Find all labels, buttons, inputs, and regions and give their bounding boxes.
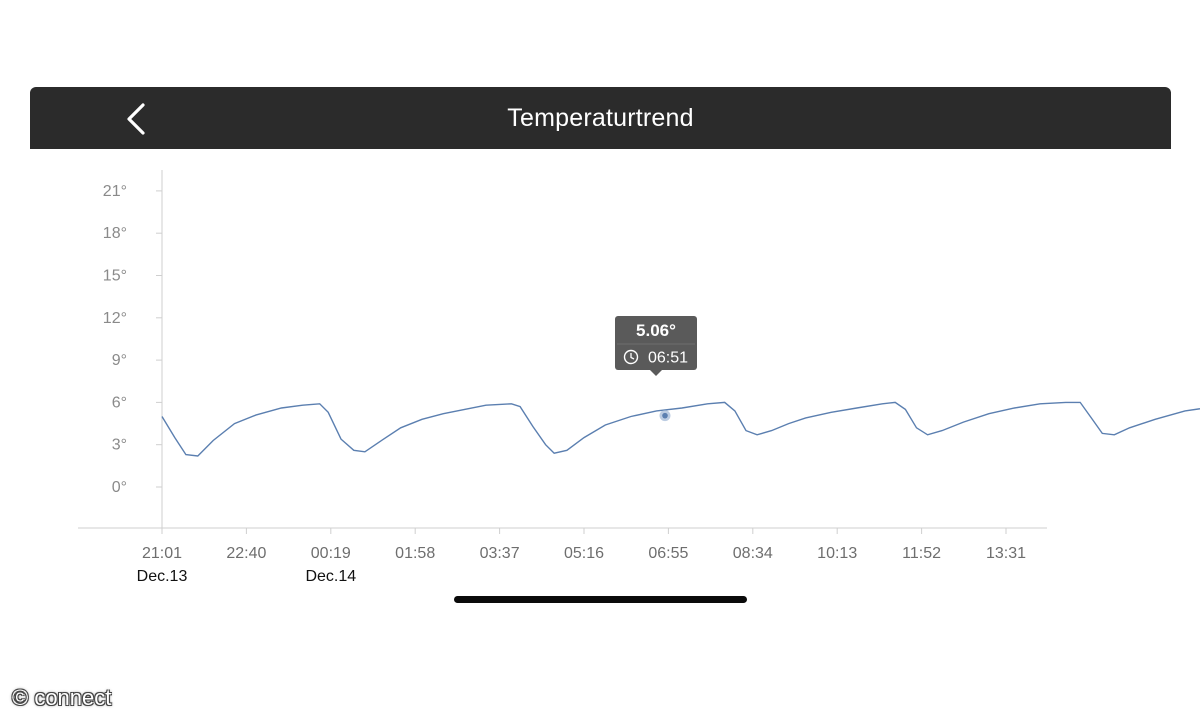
tooltip-value: 5.06° [636,321,676,340]
header-bar: Temperaturtrend [30,87,1171,149]
x-date-label: Dec.14 [305,568,356,585]
y-tick-label: 12° [103,310,127,327]
x-tick-label: 11:52 [902,545,941,562]
chart-axes [78,170,1047,529]
x-tick-label: 01:58 [395,545,435,562]
x-tick-label: 08:34 [733,545,773,562]
series-line [161,401,1200,457]
y-tick-label: 0° [112,479,127,496]
x-tick-label: 00:19 [311,545,351,562]
tooltip: 5.06° 06:51 [615,316,697,376]
chevron-left-icon [127,103,145,135]
x-tick-label: 13:31 [986,545,1026,562]
y-tick-label: 15° [103,268,127,285]
clock-icon [623,349,639,365]
y-axis-ticks: 0° 3° 6° 9° 12° 15° 18° 21° [103,183,162,496]
x-tick-label: 06:55 [648,545,688,562]
x-tick-label: 22:40 [226,545,266,562]
y-tick-label: 9° [112,352,127,369]
watermark: © connect [12,685,112,710]
back-button[interactable] [116,99,156,139]
y-tick-label: 18° [103,225,127,242]
x-tick-label: 03:37 [480,545,520,562]
x-tick-label: 10:13 [817,545,857,562]
x-date-label: Dec.13 [137,568,188,585]
y-tick-label: 3° [112,437,127,454]
y-tick-label: 21° [103,183,127,200]
tooltip-pointer [650,370,662,376]
y-tick-label: 6° [112,394,127,411]
tooltip-time: 06:51 [648,350,688,367]
x-tick-label: 21:01 [142,545,182,562]
tooltip-box [615,316,697,370]
page-title: Temperaturtrend [507,103,694,132]
highlight-point[interactable] [659,410,671,422]
x-tick-label: 05:16 [564,545,604,562]
home-indicator [454,596,747,603]
x-axis-ticks: 21:01 22:40 00:19 01:58 03:37 05:16 06:55 08:34… [137,528,1026,585]
highlight-dot[interactable] [662,412,668,419]
